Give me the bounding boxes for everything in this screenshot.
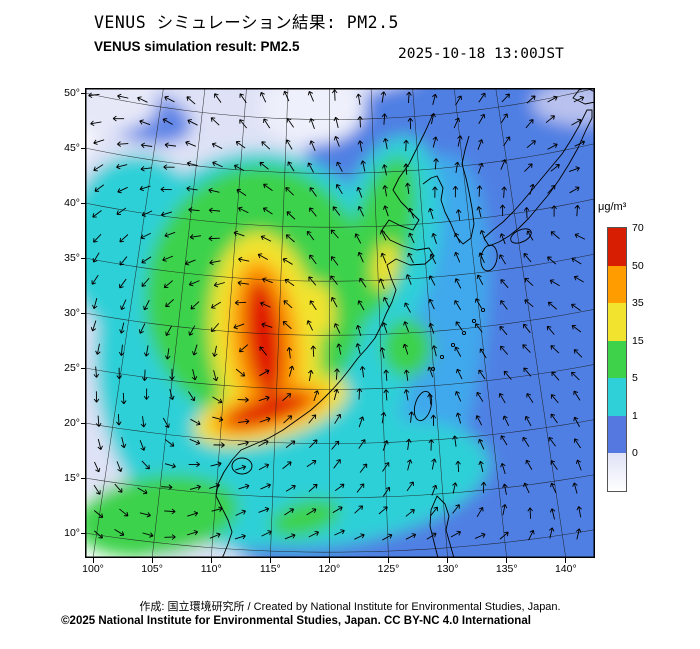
x-axis-tick-mark <box>388 558 390 563</box>
y-axis-tick-label: 10° <box>64 527 80 539</box>
y-axis-tick-mark <box>81 422 86 424</box>
copyright-line: ©2025 National Institute for Environment… <box>61 615 531 627</box>
colorbar-segment <box>608 340 626 379</box>
colorbar-tick-label: 15 <box>632 334 644 347</box>
y-axis-tick-mark <box>81 257 86 259</box>
y-axis-tick-mark <box>81 532 86 534</box>
x-axis-tick-mark <box>565 558 567 563</box>
colorbar-tick-label: 35 <box>632 297 644 310</box>
x-axis-tick-label: 130° <box>436 563 459 575</box>
x-axis-tick-label: 140° <box>554 563 577 575</box>
y-axis-tick-label: 25° <box>64 362 80 374</box>
colorbar-segment <box>608 228 626 266</box>
x-axis-tick-label: 105° <box>141 563 163 575</box>
x-axis-tick-mark <box>210 558 212 563</box>
x-axis-tick-label: 115° <box>259 563 281 575</box>
x-axis-tick-mark <box>269 558 271 563</box>
x-axis-tick-mark <box>506 558 508 563</box>
title-japanese: VENUS シミュレーション結果: PM2.5 <box>94 13 399 32</box>
x-axis-tick-label: 100° <box>82 563 104 575</box>
colorbar-tick-label: 50 <box>632 259 644 272</box>
y-axis-tick-label: 20° <box>64 417 80 429</box>
y-axis-tick-mark <box>81 312 86 314</box>
x-axis-tick-mark <box>92 558 94 563</box>
x-axis-tick-label: 110° <box>200 563 222 575</box>
colorbar-segment <box>608 303 626 341</box>
y-axis-tick-mark <box>81 202 86 204</box>
coastlines <box>215 88 595 558</box>
map-plot <box>85 88 595 558</box>
pm25-concentration-map <box>85 88 595 558</box>
credit-line: 作成: 国立環境研究所 / Created by National Instit… <box>139 601 561 613</box>
colorbar-unit-label: μg/m³ <box>598 201 627 213</box>
colorbar-segment <box>608 378 626 416</box>
y-axis-tick-label: 15° <box>64 472 80 484</box>
y-axis-tick-label: 40° <box>64 197 80 209</box>
wind-vectors <box>88 89 586 541</box>
y-axis-tick-mark <box>81 147 86 149</box>
colorbar-tick-label: 5 <box>632 372 638 385</box>
graticule <box>85 88 595 558</box>
y-axis-tick-mark <box>81 477 86 479</box>
colorbar-segment <box>608 265 626 304</box>
colorbar-tick-label: 0 <box>632 447 638 460</box>
y-axis-tick-label: 50° <box>64 87 80 99</box>
x-axis-tick-label: 125° <box>377 563 400 575</box>
colorbar-tick-label: 70 <box>632 222 644 234</box>
map-frame <box>85 88 595 558</box>
x-axis-tick-mark <box>447 558 449 563</box>
colorbar-tick-label: 1 <box>632 409 638 422</box>
y-axis-tick-label: 45° <box>64 142 80 154</box>
y-axis-tick-mark <box>81 92 86 94</box>
timestamp: 2025-10-18 13:00JST <box>398 46 564 62</box>
y-axis-tick-mark <box>81 367 86 369</box>
x-axis-tick-label: 120° <box>318 563 341 575</box>
x-axis-tick-mark <box>329 558 330 563</box>
colorbar-segment <box>608 453 626 491</box>
colorbar-segment <box>608 415 626 454</box>
title-english: VENUS simulation result: PM2.5 <box>94 39 300 54</box>
x-axis-tick-label: 135° <box>495 563 518 575</box>
colorbar <box>607 227 627 492</box>
x-axis-tick-mark <box>151 558 153 563</box>
y-axis-tick-label: 30° <box>64 307 80 319</box>
y-axis-tick-label: 35° <box>64 252 80 264</box>
